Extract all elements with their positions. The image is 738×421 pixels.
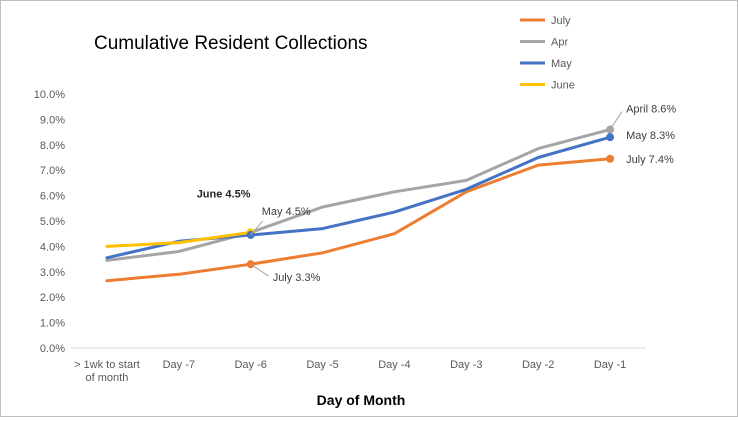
legend-label: May (551, 58, 572, 70)
x-tick-label: Day -4 (378, 359, 410, 371)
legend-label: Apr (551, 37, 568, 49)
series-line-june (105, 230, 253, 248)
x-tick-label: of month (86, 372, 129, 384)
y-tick-label: 1.0% (40, 318, 65, 330)
x-tick-label: > 1wk to start (74, 359, 140, 371)
y-tick-label: 2.0% (40, 292, 65, 304)
annotation-leader (609, 111, 623, 130)
chart-title: Cumulative Resident Collections (94, 33, 368, 54)
y-tick-label: 3.0% (40, 267, 65, 279)
y-tick-label: 9.0% (40, 114, 65, 126)
legend-label: June (551, 80, 575, 92)
y-tick-label: 10.0% (34, 89, 65, 101)
y-tick-label: 8.0% (40, 140, 65, 152)
x-tick-label: Day -1 (594, 359, 626, 371)
x-tick-label: Day -5 (306, 359, 338, 371)
series-line-may (105, 135, 612, 260)
legend-label: July (551, 15, 571, 27)
data-label: July 7.4% (626, 154, 674, 166)
y-tick-label: 7.0% (40, 165, 65, 177)
annotation-leader (250, 263, 269, 277)
data-label: June 4.5% (197, 188, 251, 200)
series-line-apr (105, 128, 612, 262)
y-tick-label: 5.0% (40, 216, 65, 228)
x-tick-label: Day -7 (163, 359, 195, 371)
y-tick-label: 4.0% (40, 241, 65, 253)
x-axis-title: Day of Month (317, 392, 406, 408)
data-label: May 4.5% (262, 206, 311, 218)
x-tick-label: Day -6 (234, 359, 266, 371)
data-label: May 8.3% (626, 130, 675, 142)
point-marker-july (606, 154, 615, 163)
x-tick-label: Day -3 (450, 359, 482, 371)
series-line-july (105, 157, 612, 283)
data-label: April 8.6% (626, 104, 676, 116)
data-label: July 3.3% (273, 272, 321, 284)
point-marker-may (606, 133, 615, 142)
y-tick-label: 0.0% (40, 343, 65, 355)
y-tick-label: 6.0% (40, 191, 65, 203)
annotation-leader (250, 220, 264, 236)
x-tick-label: Day -2 (522, 359, 554, 371)
